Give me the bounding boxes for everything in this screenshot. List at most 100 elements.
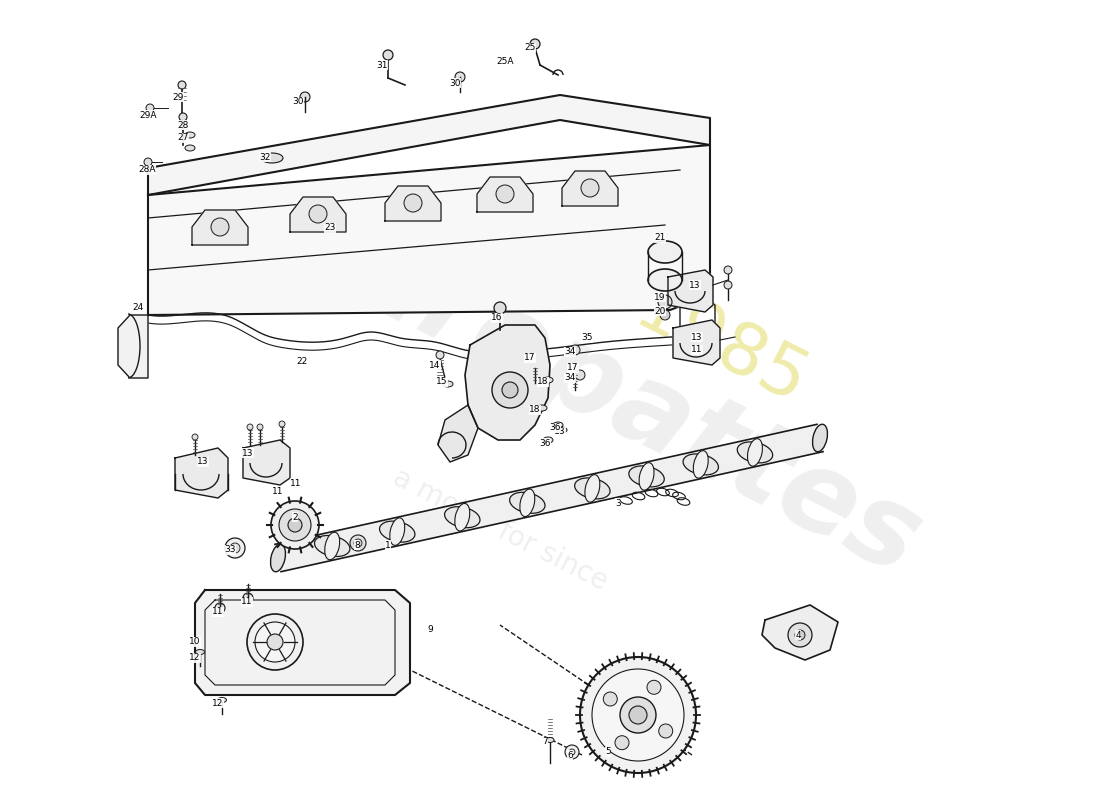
- Ellipse shape: [543, 377, 553, 383]
- Polygon shape: [192, 210, 248, 245]
- Circle shape: [279, 509, 311, 541]
- Circle shape: [603, 692, 617, 706]
- Text: 10: 10: [189, 638, 200, 646]
- Text: 13: 13: [242, 449, 254, 458]
- Circle shape: [144, 158, 152, 166]
- Text: 21: 21: [654, 234, 666, 242]
- Circle shape: [724, 281, 732, 289]
- Text: 6: 6: [568, 750, 573, 759]
- Text: 27: 27: [177, 134, 189, 142]
- Circle shape: [288, 518, 302, 532]
- Circle shape: [300, 92, 310, 102]
- Text: 25A: 25A: [496, 58, 514, 66]
- Polygon shape: [465, 325, 550, 440]
- Text: 18: 18: [537, 378, 549, 386]
- Circle shape: [580, 657, 696, 773]
- Text: 33: 33: [224, 546, 235, 554]
- Text: 1985: 1985: [623, 275, 817, 421]
- Circle shape: [243, 593, 253, 603]
- Circle shape: [492, 372, 528, 408]
- Ellipse shape: [196, 650, 205, 654]
- Ellipse shape: [218, 698, 227, 702]
- Text: 4: 4: [795, 630, 801, 639]
- Ellipse shape: [693, 450, 708, 478]
- Circle shape: [248, 424, 253, 430]
- Text: 36: 36: [549, 423, 561, 433]
- Ellipse shape: [271, 544, 286, 572]
- Text: 8: 8: [354, 541, 360, 550]
- Polygon shape: [562, 171, 618, 206]
- Text: 34: 34: [564, 347, 575, 357]
- Text: 5: 5: [605, 747, 610, 757]
- Text: 1: 1: [385, 541, 390, 550]
- Ellipse shape: [454, 503, 470, 531]
- Polygon shape: [175, 448, 228, 498]
- Text: 11: 11: [273, 487, 284, 497]
- Polygon shape: [275, 424, 823, 572]
- Polygon shape: [148, 145, 710, 315]
- Text: 30: 30: [293, 98, 304, 106]
- Circle shape: [309, 205, 327, 223]
- Circle shape: [354, 539, 362, 547]
- Ellipse shape: [261, 153, 283, 163]
- Polygon shape: [673, 320, 720, 365]
- Text: 25: 25: [525, 43, 536, 53]
- Text: 22: 22: [296, 358, 308, 366]
- Circle shape: [592, 669, 684, 761]
- Polygon shape: [762, 605, 838, 660]
- Text: 15: 15: [437, 378, 448, 386]
- Circle shape: [214, 603, 225, 613]
- Polygon shape: [290, 197, 346, 232]
- Ellipse shape: [185, 132, 195, 138]
- Ellipse shape: [639, 462, 654, 490]
- Circle shape: [211, 218, 229, 236]
- Ellipse shape: [585, 474, 600, 502]
- Text: 14: 14: [429, 361, 441, 370]
- Ellipse shape: [813, 424, 827, 452]
- Text: 3: 3: [615, 498, 620, 507]
- Polygon shape: [118, 315, 148, 378]
- Text: 11: 11: [212, 607, 223, 617]
- Text: 28: 28: [177, 121, 189, 130]
- Ellipse shape: [648, 269, 682, 291]
- Circle shape: [581, 179, 600, 197]
- Circle shape: [267, 634, 283, 650]
- Text: 31: 31: [376, 61, 387, 70]
- Circle shape: [455, 72, 465, 82]
- Ellipse shape: [683, 454, 718, 475]
- Text: 16: 16: [492, 314, 503, 322]
- Circle shape: [271, 501, 319, 549]
- Circle shape: [615, 736, 629, 750]
- Text: 13: 13: [197, 458, 209, 466]
- Text: 12: 12: [189, 654, 200, 662]
- Polygon shape: [385, 186, 441, 221]
- Circle shape: [279, 421, 285, 427]
- Circle shape: [192, 434, 198, 440]
- Ellipse shape: [737, 442, 772, 463]
- Circle shape: [658, 295, 672, 309]
- Circle shape: [146, 104, 154, 112]
- Polygon shape: [148, 95, 710, 195]
- Ellipse shape: [748, 438, 762, 466]
- Text: 12: 12: [212, 698, 223, 707]
- Text: 11: 11: [691, 346, 703, 354]
- Polygon shape: [195, 590, 410, 695]
- Ellipse shape: [537, 405, 547, 411]
- Ellipse shape: [315, 535, 350, 557]
- Ellipse shape: [443, 381, 453, 387]
- Text: 17: 17: [568, 363, 579, 373]
- Circle shape: [620, 697, 656, 733]
- Ellipse shape: [324, 532, 340, 560]
- Circle shape: [788, 623, 812, 647]
- Circle shape: [436, 351, 444, 359]
- Circle shape: [494, 302, 506, 314]
- Ellipse shape: [543, 437, 553, 443]
- Circle shape: [647, 680, 661, 694]
- Text: 36: 36: [539, 438, 551, 447]
- Circle shape: [659, 724, 673, 738]
- Circle shape: [248, 614, 302, 670]
- Circle shape: [496, 185, 514, 203]
- Ellipse shape: [546, 738, 554, 742]
- Ellipse shape: [629, 466, 664, 487]
- Ellipse shape: [574, 478, 611, 499]
